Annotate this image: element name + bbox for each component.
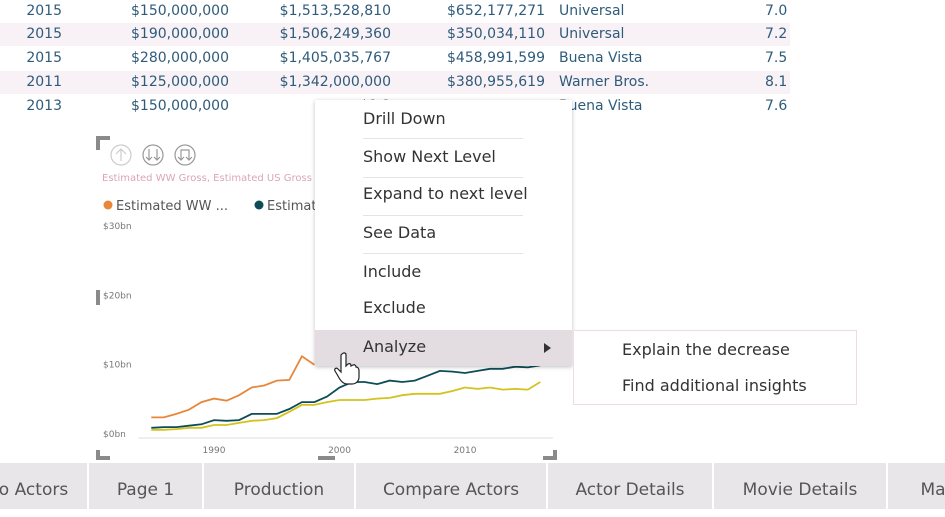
x-tick-label: 1990 bbox=[203, 446, 226, 456]
menu-item[interactable]: Expand to next level bbox=[363, 184, 528, 203]
table-cell: $652,177,271 bbox=[447, 3, 545, 19]
menu-item[interactable]: Exclude bbox=[363, 298, 426, 317]
table-cell: Universal bbox=[559, 3, 625, 19]
page-tab[interactable]: o Actors bbox=[0, 463, 89, 509]
submenu-arrow bbox=[544, 343, 551, 353]
series-line bbox=[151, 354, 315, 419]
legend-label: Estimated WW ... bbox=[116, 199, 228, 214]
table-cell: $150,000,000 bbox=[131, 98, 229, 114]
table-cell: $150,000,000 bbox=[131, 3, 229, 19]
table-cell: Buena Vista bbox=[559, 98, 643, 114]
y-tick-label: $20bn bbox=[103, 291, 132, 301]
menu-item[interactable]: Analyze bbox=[363, 337, 427, 356]
table-cell: Universal bbox=[559, 26, 625, 42]
highlight bbox=[315, 330, 572, 366]
table-cell: Buena Vista bbox=[559, 50, 643, 66]
submenu: Explain the decrease Find additional insi… bbox=[573, 330, 857, 405]
table-row: 2015 $190,000,000 $1,506,249,360 $350,034,1… bbox=[0, 23, 790, 46]
table-cell: 7.5 bbox=[765, 50, 788, 66]
table-cell: $1,342,000,000 bbox=[279, 74, 391, 90]
table-cell: $1,405,035,767 bbox=[279, 50, 391, 66]
y-tick-label: $0bn bbox=[103, 430, 126, 440]
separator bbox=[363, 138, 523, 139]
table-cell: $280,000,000 bbox=[131, 50, 229, 66]
legend-marker bbox=[254, 200, 264, 210]
page-tab[interactable]: Movie Details bbox=[714, 463, 888, 509]
visual-corners bbox=[96, 136, 557, 460]
table-row: 2015 $150,000,000 $1,513,528,810 $652,177,2… bbox=[0, 0, 790, 23]
table-cell: $458,991,599 bbox=[447, 50, 545, 66]
table-cell: 7.0 bbox=[765, 3, 788, 19]
page-tab[interactable]: Production bbox=[204, 463, 356, 509]
table-cell: $125,000,000 bbox=[131, 74, 229, 90]
menu-item[interactable]: See Data bbox=[363, 223, 437, 242]
legend-marker bbox=[103, 200, 113, 210]
separator bbox=[363, 177, 523, 178]
page-tab[interactable]: Ma bbox=[888, 463, 945, 509]
y-tick-label: $10bn bbox=[103, 361, 132, 371]
table-cell: 8.1 bbox=[765, 74, 788, 90]
separator bbox=[363, 215, 523, 216]
table-cell: 2015 bbox=[26, 26, 62, 42]
table-cell: Warner Bros. bbox=[559, 74, 650, 90]
series-line bbox=[151, 364, 541, 429]
menu-item[interactable]: Include bbox=[363, 262, 422, 281]
separator bbox=[363, 253, 523, 254]
menu-item[interactable]: Show Next Level bbox=[363, 147, 496, 166]
table-cell: 7.6 bbox=[765, 98, 788, 114]
legend-label: Estimat bbox=[267, 199, 316, 214]
visual-header-icons[interactable] bbox=[110, 144, 196, 166]
x-tick-label: 2000 bbox=[328, 446, 351, 456]
page-tabs: o Actors Page 1 Production Compare Actors Ac… bbox=[0, 463, 945, 509]
table-cell: $1,513,528,810 bbox=[279, 3, 391, 19]
table-row: 2011 $125,000,000 $1,342,000,000 $380,955,6… bbox=[0, 71, 790, 94]
table-cell: 2015 bbox=[26, 3, 62, 19]
chart-subtitle: Estimated WW Gross, Estimated US Gross .… bbox=[102, 173, 325, 184]
x-tick-label: 2010 bbox=[454, 446, 477, 456]
page-tab[interactable]: Compare Actors bbox=[356, 463, 548, 509]
table-cell: 2013 bbox=[26, 98, 62, 114]
series-line bbox=[151, 381, 541, 431]
table-cell: 2015 bbox=[26, 50, 62, 66]
table-cell: $1,506,249,360 bbox=[279, 26, 391, 42]
table-cell: 2011 bbox=[26, 74, 62, 90]
cursor bbox=[334, 352, 360, 385]
table-row: 2015 $280,000,000 $1,405,035,767 $458,991,5… bbox=[0, 47, 790, 70]
submenu-item[interactable]: Explain the decrease bbox=[622, 340, 790, 359]
table-cell: $190,000,000 bbox=[131, 26, 229, 42]
table-cell: $350,034,110 bbox=[447, 26, 545, 42]
table-cell: 7.2 bbox=[765, 26, 788, 42]
page-tab[interactable]: Actor Details bbox=[548, 463, 714, 509]
page-tab[interactable]: Page 1 bbox=[89, 463, 204, 509]
submenu-item[interactable]: Find additional insights bbox=[622, 376, 807, 395]
menu-item[interactable]: Drill Down bbox=[363, 109, 446, 128]
table-cell: $380,955,619 bbox=[447, 74, 545, 90]
y-tick-label: $30bn bbox=[103, 222, 132, 232]
data-table: 2015 $150,000,000 $1,513,528,810 $652,177,2… bbox=[0, 0, 790, 118]
context-menu: Drill Down Show Next Level Expand to next … bbox=[315, 100, 572, 366]
